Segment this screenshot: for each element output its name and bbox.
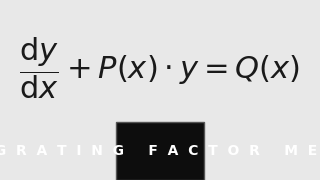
Text: $\dfrac{\mathrm{d}y}{\mathrm{d}x} + P(x) \cdot y = Q(x)$: $\dfrac{\mathrm{d}y}{\mathrm{d}x} + P(x)…: [20, 36, 300, 101]
Bar: [116, 122, 204, 180]
Text: I  N  T  E  G  R  A  T  I  N  G     F  A  C  T  O  R     M  E  T  H  O  D: I N T E G R A T I N G F A C T O R M E T …: [0, 144, 320, 158]
